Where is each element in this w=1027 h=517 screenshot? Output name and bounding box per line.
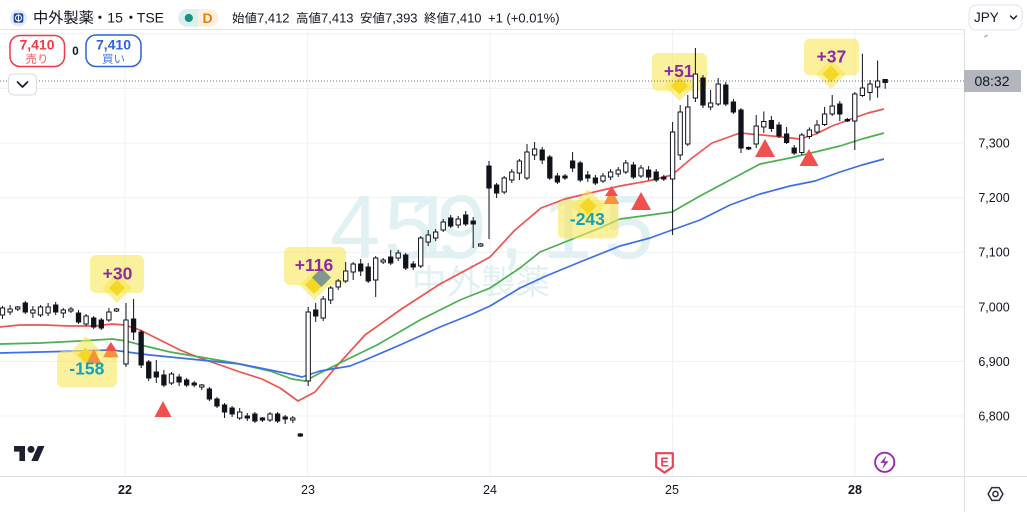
svg-text:22: 22 — [118, 483, 132, 497]
svg-text:E: E — [660, 456, 668, 470]
svg-text:6,900: 6,900 — [978, 355, 1009, 369]
svg-text:7,200: 7,200 — [978, 191, 1009, 205]
svg-text:28: 28 — [848, 483, 862, 497]
svg-text:+1 (+0.01%): +1 (+0.01%) — [488, 11, 560, 26]
svg-text:7,413: 7,413 — [321, 11, 354, 26]
svg-text:+116: +116 — [295, 255, 334, 275]
svg-text:-243: -243 — [570, 209, 605, 229]
svg-text:7,100: 7,100 — [978, 246, 1009, 260]
svg-text:+30: +30 — [103, 264, 133, 284]
svg-text:1: 1 — [406, 178, 456, 278]
svg-text:JPY: JPY — [974, 10, 999, 25]
svg-text:7,393: 7,393 — [385, 11, 418, 26]
svg-text:0: 0 — [72, 46, 78, 58]
svg-text:08:32: 08:32 — [974, 73, 1009, 89]
svg-text:,: , — [499, 178, 524, 278]
svg-text:TSE: TSE — [137, 10, 164, 26]
svg-text:15: 15 — [107, 10, 123, 26]
svg-text:-158: -158 — [69, 358, 104, 378]
svg-text:7,000: 7,000 — [978, 300, 1009, 314]
svg-text:24: 24 — [483, 483, 497, 497]
svg-text:7,300: 7,300 — [978, 137, 1009, 151]
svg-text:25: 25 — [665, 483, 679, 497]
svg-text:+37: +37 — [817, 47, 847, 67]
svg-text:23: 23 — [301, 483, 315, 497]
svg-text:7,410: 7,410 — [96, 37, 131, 53]
svg-text:7,412: 7,412 — [257, 11, 290, 26]
svg-text:6,800: 6,800 — [978, 410, 1009, 424]
svg-text:D: D — [202, 10, 212, 26]
svg-text:7,410: 7,410 — [449, 11, 482, 26]
svg-text:+51: +51 — [664, 61, 694, 81]
svg-text:7,410: 7,410 — [19, 37, 54, 53]
